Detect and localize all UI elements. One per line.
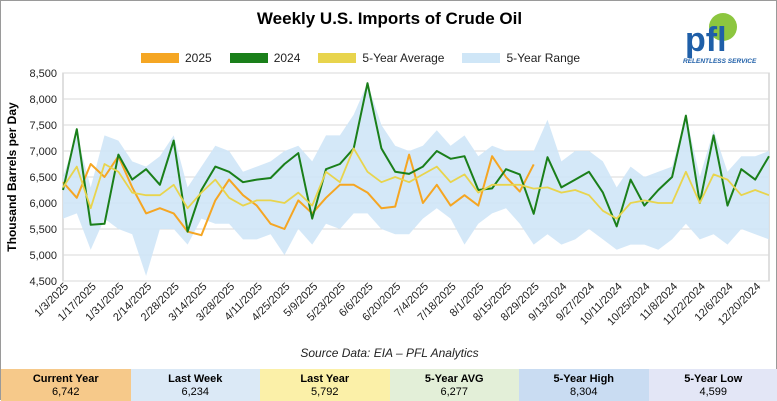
y-axis-label: Thousand Barrels per Day <box>5 102 19 252</box>
stat-label: Current Year <box>33 373 99 385</box>
stat-5yr-high: 5-Year High 8,304 <box>519 369 649 401</box>
stat-5yr-avg: 5-Year AVG 6,277 <box>390 369 520 401</box>
y-tick-label: 6,000 <box>29 198 57 210</box>
y-tick-label: 6,500 <box>29 172 57 184</box>
y-tick-label: 8,500 <box>29 68 57 80</box>
source-note: Source Data: EIA – PFL Analytics <box>1 346 777 360</box>
stat-label: 5-Year High <box>553 373 614 385</box>
stat-current-year: Current Year 6,742 <box>1 369 131 401</box>
stat-label: Last Year <box>300 373 349 385</box>
y-tick-label: 5,000 <box>29 250 57 262</box>
summary-stats-bar: Current Year 6,742 Last Week 6,234 Last … <box>1 369 777 401</box>
stat-value: 6,234 <box>181 386 209 398</box>
y-tick-label: 4,500 <box>29 276 57 288</box>
stat-last-year: Last Year 5,792 <box>260 369 390 401</box>
stat-value: 5,792 <box>311 386 339 398</box>
stat-last-week: Last Week 6,234 <box>131 369 261 401</box>
stat-label: 5-Year Low <box>684 373 742 385</box>
y-tick-label: 7,500 <box>29 120 57 132</box>
stat-value: 8,304 <box>570 386 598 398</box>
plot-area: 4,500 5,000 5,500 6,000 6,500 7,000 7,500 8,000… <box>1 1 777 346</box>
y-tick-label: 7,000 <box>29 146 57 158</box>
y-tick-label: 8,000 <box>29 94 57 106</box>
stat-label: Last Week <box>168 373 222 385</box>
stat-5yr-low: 5-Year Low 4,599 <box>649 369 777 401</box>
stat-value: 6,742 <box>52 386 80 398</box>
stat-value: 4,599 <box>699 386 727 398</box>
stat-value: 6,277 <box>440 386 468 398</box>
y-tick-label: 5,500 <box>29 224 57 236</box>
stat-label: 5-Year AVG <box>425 373 484 385</box>
